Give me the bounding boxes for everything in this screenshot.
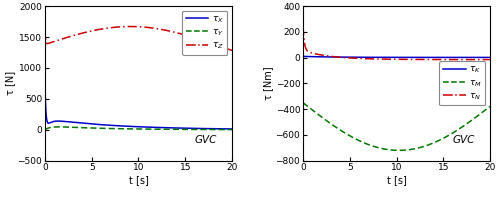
Text: GVC: GVC: [194, 135, 217, 145]
Legend: $\tau_K$, $\tau_M$, $\tau_N$: $\tau_K$, $\tau_M$, $\tau_N$: [440, 61, 486, 105]
Text: GVC: GVC: [452, 135, 475, 145]
Y-axis label: τ [Nm]: τ [Nm]: [262, 67, 272, 100]
Y-axis label: τ [N]: τ [N]: [4, 71, 15, 96]
X-axis label: t [s]: t [s]: [386, 175, 406, 185]
X-axis label: t [s]: t [s]: [128, 175, 148, 185]
Legend: $\tau_X$, $\tau_Y$, $\tau_Z$: $\tau_X$, $\tau_Y$, $\tau_Z$: [182, 11, 228, 55]
